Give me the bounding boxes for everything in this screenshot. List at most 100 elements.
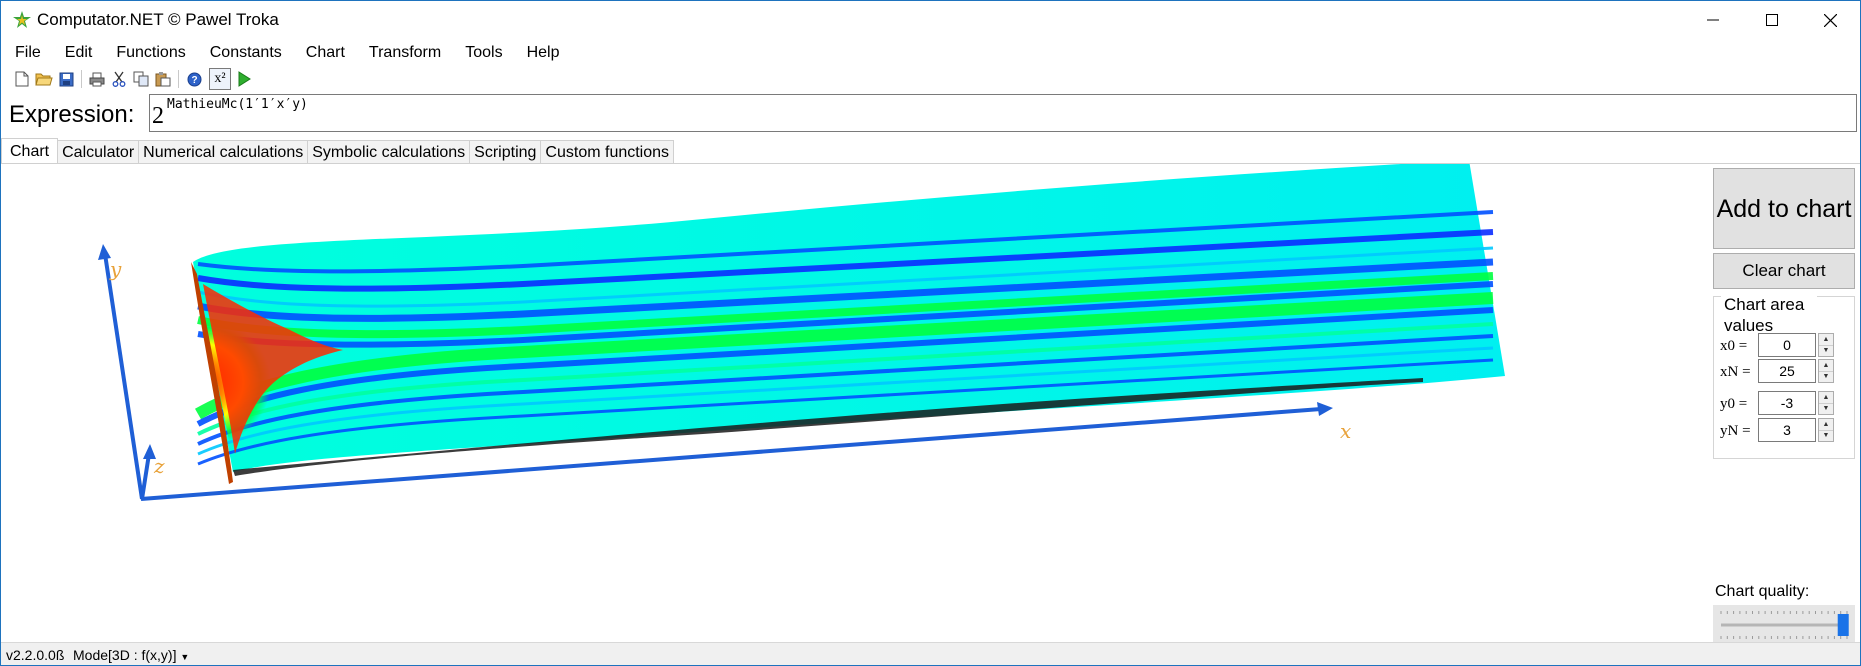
- yn-row: yN = 3 ▲ ▼: [1714, 418, 1854, 444]
- window-title: Computator.NET © Pawel Troka: [37, 10, 279, 29]
- save-icon: [59, 72, 73, 86]
- run-button[interactable]: [233, 68, 255, 90]
- paste-icon: [155, 72, 171, 87]
- close-button[interactable]: [1801, 1, 1859, 39]
- chart-3d-svg: x y z: [98, 164, 1505, 501]
- paste-button[interactable]: [152, 68, 174, 90]
- print-button[interactable]: [86, 68, 108, 90]
- chart-quality-slider[interactable]: [1713, 605, 1855, 643]
- axis-z-arrow: [143, 444, 156, 459]
- axis-y-line: [103, 253, 144, 500]
- status-bar: v2.2.0.0ß Mode[3D : f(x,y)] ▼: [1, 642, 1860, 665]
- y0-row: y0 = -3 ▲ ▼: [1714, 391, 1854, 417]
- spin-down-icon[interactable]: ▼: [1822, 347, 1830, 354]
- toolbar: ? x²: [1, 66, 1860, 92]
- toolbar-separator: [178, 70, 179, 88]
- axis-z-line: [140, 453, 151, 500]
- xn-row: xN = 25 ▲ ▼: [1714, 359, 1854, 385]
- expression-base: 2: [152, 103, 164, 129]
- minimize-button[interactable]: [1684, 1, 1742, 39]
- spin-up-icon[interactable]: ▲: [1819, 360, 1833, 372]
- print-icon: [89, 72, 105, 86]
- spin-down-icon[interactable]: ▼: [1822, 373, 1830, 380]
- tab-chart[interactable]: Chart: [1, 138, 59, 164]
- xn-input[interactable]: 25: [1758, 359, 1816, 383]
- axis-z-label: z: [153, 454, 165, 478]
- add-to-chart-button[interactable]: Add to chart: [1713, 168, 1855, 249]
- cut-button[interactable]: [108, 68, 130, 90]
- slider-thumb[interactable]: [1837, 614, 1849, 636]
- minimize-icon: [1707, 19, 1719, 21]
- axis-x-arrow: [1317, 402, 1333, 416]
- spin-up-icon[interactable]: ▲: [1819, 334, 1833, 346]
- menu-constants[interactable]: Constants: [209, 44, 282, 61]
- slider-ticks: [1720, 611, 1848, 639]
- chart-axes: [98, 244, 1333, 501]
- new-file-icon: [15, 71, 29, 87]
- menu-transform[interactable]: Transform: [368, 44, 442, 61]
- expression-input[interactable]: 2 MathieuMc(1′1′x′y): [149, 94, 1857, 132]
- surface-front-edge: [191, 262, 233, 484]
- tab-custom-functions[interactable]: Custom functions: [540, 140, 675, 164]
- mode-dropdown[interactable]: Mode[3D : f(x,y)] ▼: [73, 647, 189, 663]
- axis-x-line: [140, 407, 1322, 501]
- surface-band: [197, 246, 1494, 308]
- maximize-button[interactable]: [1743, 1, 1801, 39]
- surface-band: [197, 229, 1494, 292]
- tab-scripting[interactable]: Scripting: [469, 140, 542, 164]
- computator-app-icon: [13, 11, 31, 28]
- surface-band: [197, 210, 1494, 274]
- yn-input[interactable]: 3: [1758, 418, 1816, 442]
- clear-chart-button[interactable]: Clear chart: [1713, 253, 1855, 289]
- surface-band: [197, 322, 1494, 436]
- exponent-icon: x²: [214, 71, 226, 86]
- menu-chart[interactable]: Chart: [305, 44, 345, 61]
- xn-spinner[interactable]: ▲ ▼: [1818, 359, 1834, 383]
- x0-input[interactable]: 0: [1758, 333, 1816, 357]
- copy-icon: [133, 71, 149, 87]
- spin-down-icon[interactable]: ▼: [1822, 432, 1830, 439]
- axis-y-label: y: [109, 257, 122, 281]
- open-button[interactable]: [33, 68, 55, 90]
- copy-button[interactable]: [130, 68, 152, 90]
- side-panel: Add to chart Clear chart Chart area valu…: [1709, 164, 1859, 643]
- y0-label: y0 =: [1720, 396, 1748, 412]
- axis-x-label: x: [1340, 419, 1351, 443]
- tab-numerical-calculations[interactable]: Numerical calculations: [138, 140, 309, 164]
- chart-quality-label: Chart quality:: [1715, 583, 1810, 600]
- expression-label: Expression:: [9, 101, 135, 128]
- exponent-button[interactable]: x²: [209, 68, 231, 90]
- tab-divider: [1, 163, 1860, 164]
- tab-calculator[interactable]: Calculator: [57, 140, 140, 164]
- menu-edit[interactable]: Edit: [64, 44, 93, 61]
- save-button[interactable]: [55, 68, 77, 90]
- spin-up-icon[interactable]: ▲: [1819, 419, 1833, 431]
- spin-up-icon[interactable]: ▲: [1819, 392, 1833, 404]
- menu-file[interactable]: File: [15, 44, 41, 61]
- slider-track: [1720, 611, 1849, 639]
- y0-input[interactable]: -3: [1758, 391, 1816, 415]
- mode-label: Mode[3D : f(x,y)]: [73, 647, 177, 663]
- svg-text:?: ?: [191, 75, 197, 86]
- help-button[interactable]: ?: [183, 68, 205, 90]
- version-label: v2.2.0.0ß: [6, 647, 65, 663]
- surface-band: [197, 358, 1494, 466]
- menu-functions[interactable]: Functions: [116, 44, 186, 61]
- tab-symbolic-calculations[interactable]: Symbolic calculations: [307, 140, 471, 164]
- y0-spinner[interactable]: ▲ ▼: [1818, 391, 1834, 415]
- spin-down-icon[interactable]: ▼: [1822, 405, 1830, 412]
- tab-strip: Chart Calculator Numerical calculations …: [1, 138, 675, 164]
- title-bar[interactable]: Computator.NET © Pawel Troka: [1, 1, 1860, 39]
- new-file-button[interactable]: [11, 68, 33, 90]
- xn-label: xN =: [1720, 364, 1751, 380]
- x0-spinner[interactable]: ▲ ▼: [1818, 333, 1834, 357]
- yn-spinner[interactable]: ▲ ▼: [1818, 418, 1834, 442]
- menu-help[interactable]: Help: [526, 44, 560, 61]
- help-icon: ?: [187, 72, 201, 86]
- run-icon: [238, 71, 251, 87]
- menu-tools[interactable]: Tools: [465, 44, 503, 61]
- chart-canvas[interactable]: x y z: [3, 164, 1703, 639]
- surface-band: [197, 334, 1494, 446]
- surface-hot-core: [203, 284, 343, 454]
